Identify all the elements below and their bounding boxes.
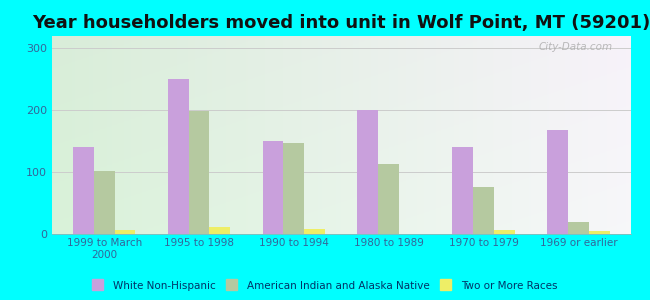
Bar bbox=[168, 79, 188, 234]
Bar bbox=[209, 226, 230, 234]
Bar bbox=[188, 112, 209, 234]
Bar bbox=[283, 143, 304, 234]
Title: Year householders moved into unit in Wolf Point, MT (59201): Year householders moved into unit in Wol… bbox=[32, 14, 650, 32]
Bar bbox=[473, 187, 494, 234]
Bar bbox=[73, 147, 94, 234]
Bar bbox=[263, 141, 283, 234]
Bar bbox=[494, 230, 515, 234]
Text: City-Data.com: City-Data.com bbox=[539, 42, 613, 52]
Legend: White Non-Hispanic, American Indian and Alaska Native, Two or More Races: White Non-Hispanic, American Indian and … bbox=[88, 276, 562, 295]
Bar bbox=[568, 222, 589, 234]
Bar bbox=[378, 164, 399, 234]
Bar bbox=[358, 110, 378, 234]
Bar bbox=[304, 229, 325, 234]
Bar bbox=[452, 147, 473, 234]
Bar bbox=[589, 231, 610, 234]
Bar bbox=[114, 230, 135, 234]
Bar bbox=[547, 130, 568, 234]
Bar bbox=[94, 171, 114, 234]
